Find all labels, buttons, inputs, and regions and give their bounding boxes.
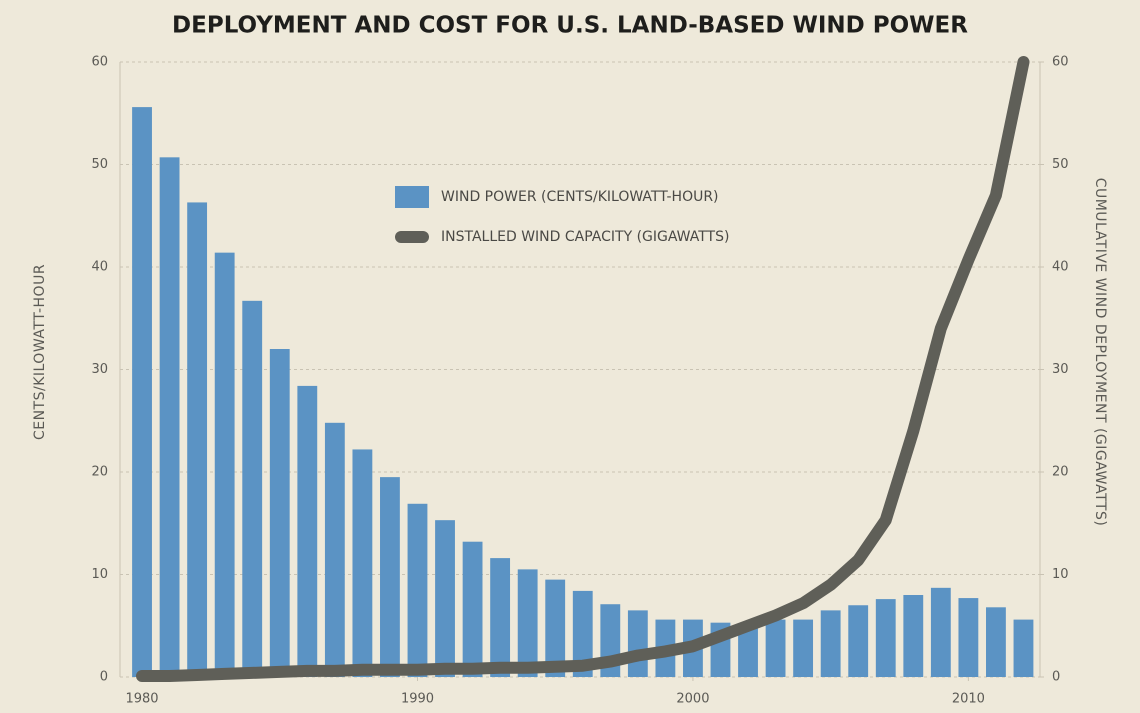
bar — [986, 607, 1006, 677]
x-tick-label: 2010 — [952, 692, 985, 707]
legend-label: WIND POWER (CENTS/KILOWATT-HOUR) — [441, 189, 719, 205]
y2-tick-label: 20 — [1052, 465, 1069, 480]
bar — [490, 558, 511, 677]
bar — [407, 503, 428, 677]
bar — [269, 349, 290, 677]
bar — [765, 619, 786, 677]
bar — [159, 157, 180, 677]
y2-tick-label: 10 — [1052, 567, 1069, 582]
y2-tick-label: 60 — [1052, 55, 1069, 70]
bar — [738, 625, 758, 677]
bar — [214, 252, 235, 677]
bar — [793, 619, 814, 677]
y2-tick-label: 50 — [1052, 157, 1069, 172]
bar — [875, 599, 896, 677]
x-tick-label: 1980 — [125, 692, 158, 707]
legend-label: INSTALLED WIND CAPACITY (GIGAWATTS) — [441, 229, 729, 245]
bar — [242, 300, 263, 677]
y-tick-label: 30 — [91, 362, 108, 377]
bar — [930, 587, 951, 677]
y-tick-label: 60 — [91, 55, 108, 70]
y-tick-label: 50 — [91, 157, 108, 172]
line — [136, 56, 1030, 682]
bar — [297, 385, 318, 677]
bar — [903, 595, 924, 677]
y-tick-label: 0 — [100, 670, 108, 685]
x-tick-label: 1990 — [401, 692, 434, 707]
chart-title: DEPLOYMENT AND COST FOR U.S. LAND-BASED … — [172, 13, 968, 39]
y2-tick-label: 0 — [1052, 670, 1060, 685]
bar — [958, 598, 979, 677]
legend-swatch — [395, 186, 429, 208]
bar — [352, 449, 373, 677]
bar — [380, 477, 400, 677]
bar — [435, 520, 455, 677]
bar — [1013, 619, 1034, 677]
bar — [517, 569, 538, 677]
y2-axis-label: CUMULATIVE WIND DEPLOYMENT (GIGAWATTS) — [1092, 178, 1108, 527]
bar — [627, 610, 648, 677]
bar — [462, 541, 483, 677]
bar — [324, 422, 345, 677]
y-tick-label: 20 — [91, 465, 108, 480]
bar — [545, 579, 566, 677]
bar — [132, 107, 152, 678]
bar — [820, 610, 841, 677]
y-tick-label: 40 — [91, 260, 108, 275]
y-tick-label: 10 — [91, 567, 108, 582]
y-axis-label: CENTS/KILOWATT-HOUR — [32, 264, 48, 440]
x-tick-label: 2000 — [676, 692, 709, 707]
bar — [848, 605, 869, 677]
bar — [572, 590, 593, 677]
y2-tick-label: 40 — [1052, 260, 1069, 275]
bar — [187, 202, 208, 678]
y2-tick-label: 30 — [1052, 362, 1069, 377]
